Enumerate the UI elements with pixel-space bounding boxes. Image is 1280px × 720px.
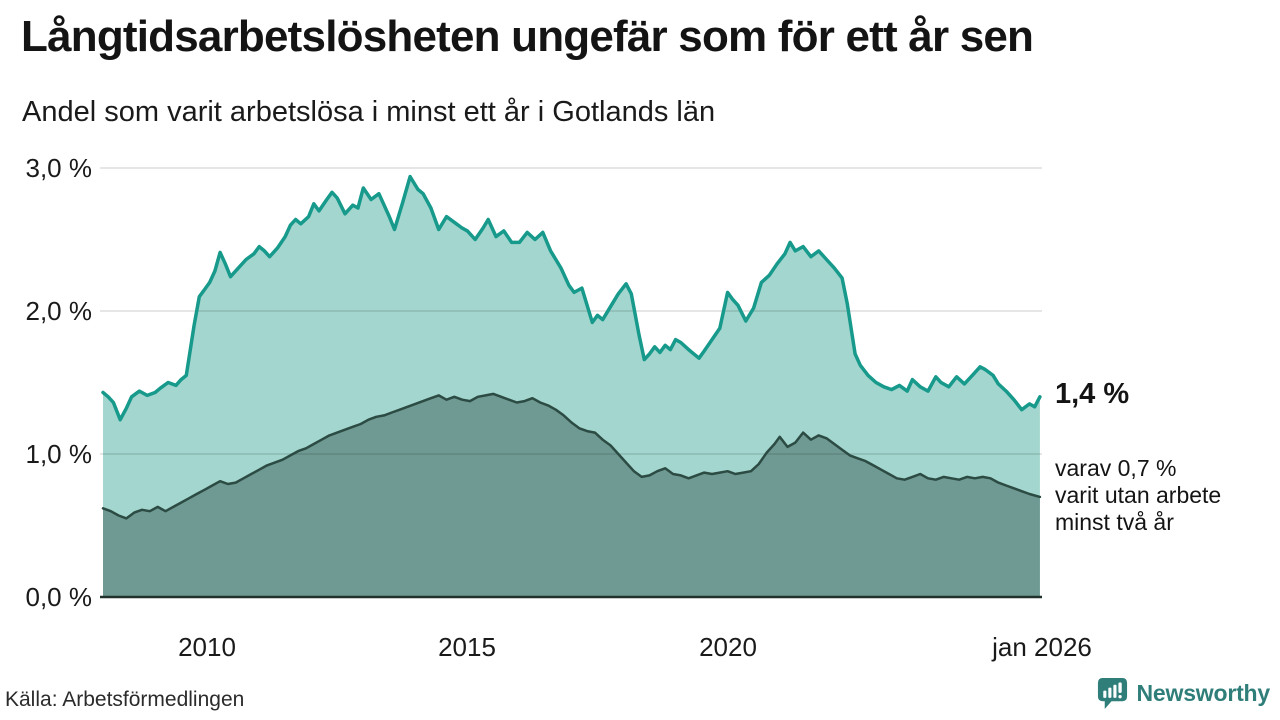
- x-axis-tick-label: 2015: [438, 632, 496, 662]
- newsworthy-logo: Newsworthy: [1096, 676, 1270, 711]
- two-year-note-annotation: varav 0,7 % varit utan arbete minst två …: [1055, 455, 1222, 535]
- source-credit: Källa: Arbetsförmedlingen: [5, 688, 245, 711]
- y-axis-tick-label: 2,0 %: [25, 296, 93, 326]
- logo-exclamation-icon: [1117, 695, 1122, 699]
- series-line-1: [101, 392, 1042, 520]
- logo-bar-icon: [1112, 684, 1116, 698]
- latest-value-annotation: 1,4 %: [1055, 378, 1130, 410]
- newsworthy-logo-icon: [1097, 677, 1127, 710]
- y-axis-tick-label: 1,0 %: [25, 439, 93, 469]
- logo-bar-icon: [1102, 690, 1106, 698]
- logo-exclamation-icon: [1117, 682, 1122, 694]
- y-axis-tick-label: 0,0 %: [25, 582, 93, 612]
- x-axis-tick-label: jan 2026: [992, 632, 1092, 662]
- x-axis-tick-label: 2010: [178, 632, 236, 662]
- chart-subtitle: Andel som varit arbetslösa i minst ett å…: [22, 96, 716, 128]
- page-title: Långtidsarbetslösheten ungefär som för e…: [21, 12, 1034, 61]
- y-axis-tick-label: 3,0 %: [25, 153, 93, 183]
- x-axis-tick-label: 2020: [699, 632, 757, 662]
- logo-bar-icon: [1107, 687, 1111, 698]
- series-area-1: [103, 393, 1040, 597]
- newsworthy-logo-text: Newsworthy: [1136, 680, 1271, 706]
- series-line-0: [101, 174, 1042, 422]
